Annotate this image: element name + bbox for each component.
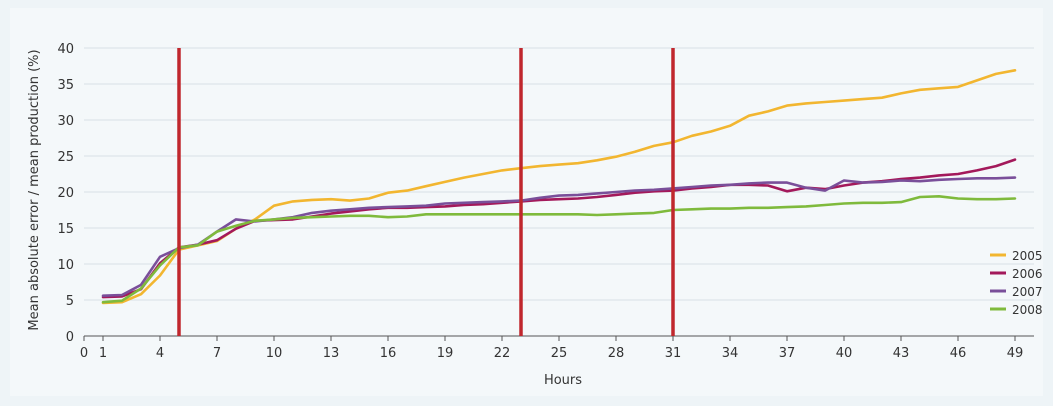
series-line-2005 <box>101 69 1017 305</box>
legend-label-2006: 2006 <box>1012 267 1043 281</box>
series-lines <box>101 69 1017 305</box>
y-tick-label: 35 <box>57 78 74 93</box>
x-tick-label: 43 <box>893 346 910 361</box>
x-tick-label: 0 <box>80 346 88 361</box>
y-tick-label: 40 <box>57 42 74 57</box>
x-tick-label: 46 <box>950 346 967 361</box>
x-tick-label: 10 <box>266 346 283 361</box>
x-tick-label: 22 <box>494 346 511 361</box>
vertical-markers <box>177 48 675 336</box>
x-tick-label: 19 <box>437 346 454 361</box>
series-line-2008 <box>101 195 1017 304</box>
y-axis-label: Mean absolute error / mean production (%… <box>27 49 42 330</box>
x-tick-label: 25 <box>551 346 568 361</box>
legend-label-2005: 2005 <box>1012 249 1043 263</box>
x-axis-label: Hours <box>544 373 582 388</box>
x-tick-label: 34 <box>722 346 739 361</box>
x-tick-label: 16 <box>380 346 397 361</box>
legend: 2005 2006 2007 2008 <box>990 249 1043 317</box>
x-tick-label: 40 <box>836 346 853 361</box>
legend-label-2008: 2008 <box>1012 303 1043 317</box>
legend-label-2007: 2007 <box>1012 285 1043 299</box>
x-tick-label: 49 <box>1007 346 1024 361</box>
y-tick-label: 0 <box>66 330 74 345</box>
x-tick-label: 13 <box>323 346 340 361</box>
y-tick-label: 20 <box>57 186 74 201</box>
y-tick-label: 15 <box>57 222 74 237</box>
y-tick-label: 10 <box>57 258 74 273</box>
x-tick-label: 7 <box>213 346 221 361</box>
x-tick-label: 4 <box>156 346 164 361</box>
x-tick-label: 1 <box>99 346 107 361</box>
x-tick-label: 37 <box>779 346 796 361</box>
y-tick-label: 25 <box>57 150 74 165</box>
x-tick-label: 31 <box>665 346 682 361</box>
y-tick-label: 30 <box>57 114 74 129</box>
y-tick-label: 5 <box>66 294 74 309</box>
x-tick-label: 28 <box>608 346 625 361</box>
